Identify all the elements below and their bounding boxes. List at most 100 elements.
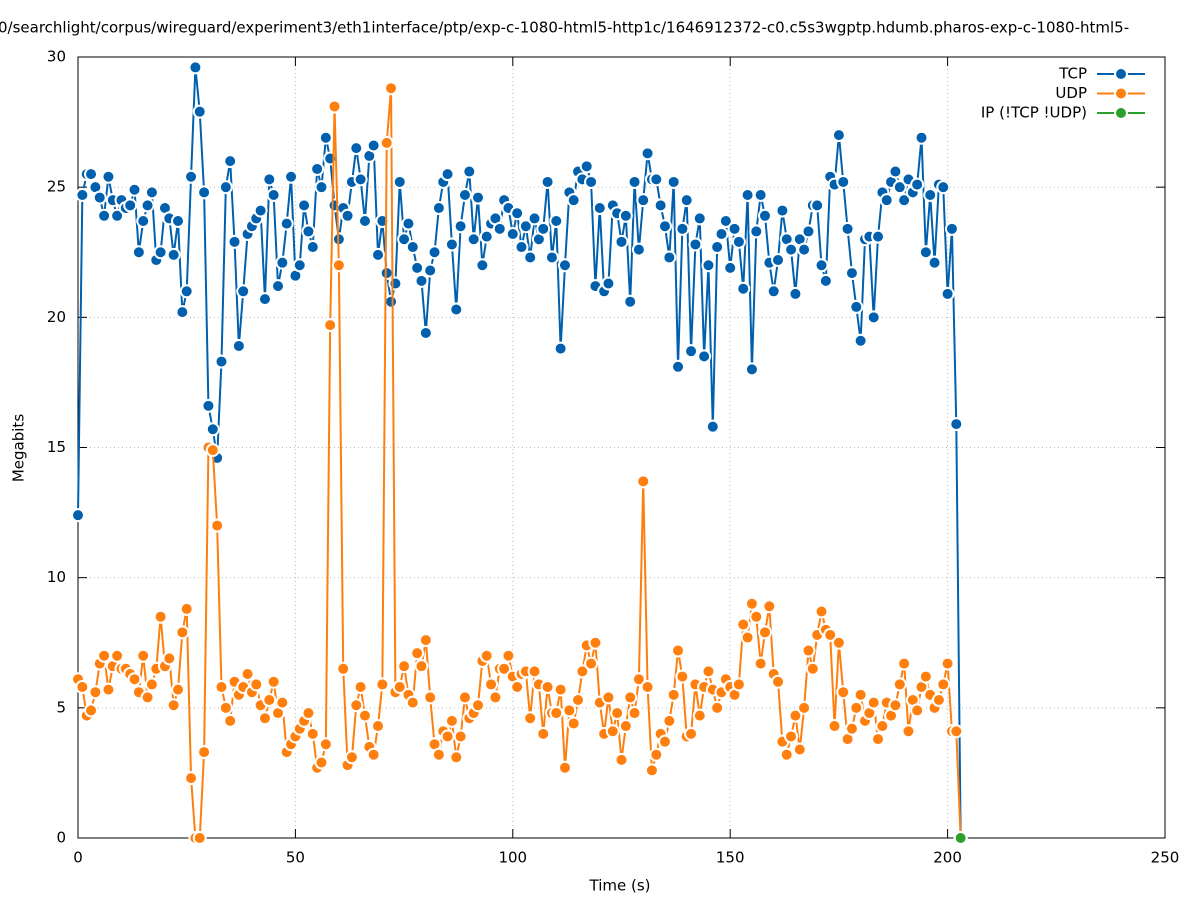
data-point [144, 185, 159, 200]
data-point [97, 648, 112, 663]
data-point [101, 682, 116, 697]
data-point [901, 724, 916, 739]
data-point [88, 685, 103, 700]
data-point [401, 216, 416, 231]
data-point [136, 214, 151, 229]
data-point [827, 719, 842, 734]
data-point [127, 672, 142, 687]
data-point [266, 674, 281, 689]
data-point [540, 680, 555, 695]
data-point [736, 617, 751, 632]
data-point [371, 247, 386, 262]
data-point [844, 266, 859, 281]
data-point [462, 164, 477, 179]
data-point [305, 240, 320, 255]
data-point [353, 172, 368, 187]
data-point [618, 719, 633, 734]
data-point [701, 258, 716, 273]
data-point [918, 669, 933, 684]
data-point [527, 664, 542, 679]
data-point [853, 333, 868, 348]
data-point [771, 253, 786, 268]
data-point [205, 422, 220, 437]
data-point [818, 273, 833, 288]
data-point [171, 214, 186, 229]
data-point [414, 273, 429, 288]
data-point [614, 752, 629, 767]
data-point [144, 677, 159, 692]
data-point [336, 661, 351, 676]
data-point [275, 255, 290, 270]
data-point [379, 135, 394, 150]
data-point [705, 419, 720, 434]
data-point [831, 128, 846, 143]
y-tick-label: 25 [47, 178, 66, 196]
legend-swatch-marker [1114, 67, 1128, 81]
data-point [223, 713, 238, 728]
data-point [449, 750, 464, 765]
y-axis-label: Megabits [10, 414, 28, 482]
data-point [814, 604, 829, 619]
chart-title: 0/searchlight/corpus/wireguard/experimen… [0, 19, 1129, 37]
data-point [788, 708, 803, 723]
data-point [371, 719, 386, 734]
data-point [418, 633, 433, 648]
data-point [601, 690, 616, 705]
data-point [631, 242, 646, 257]
data-point [731, 234, 746, 249]
data-point [662, 713, 677, 728]
data-point [897, 656, 912, 671]
data-point [627, 174, 642, 189]
data-point [153, 245, 168, 260]
data-point [475, 258, 490, 273]
data-point [949, 724, 964, 739]
data-point [753, 187, 768, 202]
data-point [75, 187, 90, 202]
data-point [718, 214, 733, 229]
data-point [940, 286, 955, 301]
data-point [671, 643, 686, 658]
data-point [618, 208, 633, 223]
data-point [379, 266, 394, 281]
data-point [75, 680, 90, 695]
data-point [914, 130, 929, 145]
data-point [666, 687, 681, 702]
data-point [214, 680, 229, 695]
data-point [340, 208, 355, 223]
data-point [192, 104, 207, 119]
legend-entry: UDP [1055, 84, 1145, 102]
data-point [249, 677, 264, 692]
data-point [866, 695, 881, 710]
data-point [279, 216, 294, 231]
data-point [592, 200, 607, 215]
data-point [418, 325, 433, 340]
data-point [366, 747, 381, 762]
data-point [740, 630, 755, 645]
data-point [323, 318, 338, 333]
data-point [623, 690, 638, 705]
data-point [536, 221, 551, 236]
data-point [457, 187, 472, 202]
data-point [253, 203, 268, 218]
data-point [871, 732, 886, 747]
data-point [310, 161, 325, 176]
data-point [910, 177, 925, 192]
data-point [410, 646, 425, 661]
data-point [175, 305, 190, 320]
data-point [197, 185, 212, 200]
data-point [357, 708, 372, 723]
data-point [271, 279, 286, 294]
data-point [440, 167, 455, 182]
data-point [410, 260, 425, 275]
data-point [588, 635, 603, 650]
data-point [257, 711, 272, 726]
data-point [566, 716, 581, 731]
data-point [471, 698, 486, 713]
data-point [184, 771, 199, 786]
data-point [923, 187, 938, 202]
data-point [792, 742, 807, 757]
y-tick-label: 5 [56, 698, 66, 716]
data-point [657, 219, 672, 234]
data-point [140, 690, 155, 705]
